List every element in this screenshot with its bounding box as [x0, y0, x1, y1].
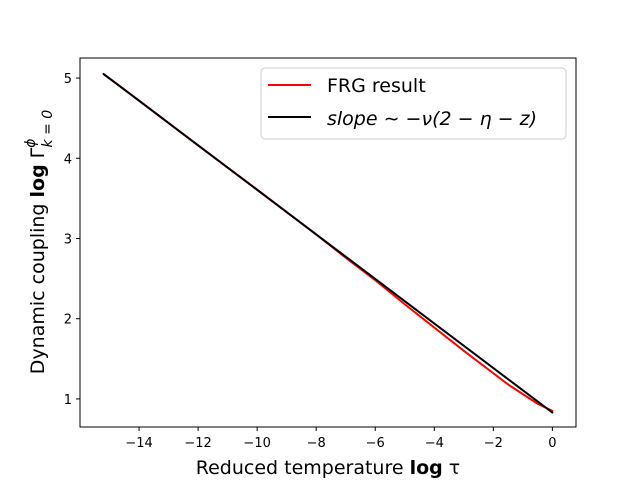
series-line-slope [102, 73, 554, 414]
x-tick-label: −6 [366, 436, 385, 451]
plot-lines [102, 73, 554, 414]
legend-box [260, 67, 567, 140]
x-axis-label-prefix: Reduced temperature [196, 457, 410, 479]
y-tick-label: 4 [64, 152, 72, 167]
plot-frame [79, 57, 577, 428]
x-tick-label: −12 [184, 436, 211, 451]
y-tick-label: 1 [64, 393, 72, 408]
y-axis-label-bold: log [27, 164, 49, 197]
legend-label-slope: slope ∼ −ν(2 − η − z) [327, 108, 537, 130]
x-tick-label: −4 [425, 436, 444, 451]
x-axis-ticks: −14 −12 −10 −8 −6 −4 −2 0 [125, 427, 557, 451]
x-axis-label-suffix: τ [443, 457, 460, 479]
x-tick-label: 0 [548, 436, 556, 451]
x-tick-label: −2 [484, 436, 503, 451]
x-tick-label: −14 [125, 436, 152, 451]
y-axis-label-subscript: k = 0 [40, 110, 56, 148]
y-axis-label-symbol: Γ [27, 147, 49, 158]
y-tick-label: 5 [64, 72, 72, 87]
x-axis-label: Reduced temperature log τ [196, 457, 461, 479]
y-axis-label: Dynamic coupling log Γϕk = 0 [23, 110, 56, 374]
x-tick-label: −10 [243, 436, 270, 451]
y-axis-label-prefix: Dynamic coupling [27, 197, 49, 374]
y-tick-label: 3 [64, 232, 72, 247]
y-tick-label: 2 [64, 313, 72, 328]
legend-label-frg-result: FRG result [327, 75, 426, 97]
x-tick-label: −8 [307, 436, 326, 451]
y-axis-ticks: 1 2 3 4 5 [64, 72, 80, 408]
x-axis-label-bold: log [410, 457, 443, 479]
y-axis-label-superscript: ϕ [23, 138, 39, 147]
legend: FRG result slope ∼ −ν(2 − η − z) [260, 67, 567, 140]
